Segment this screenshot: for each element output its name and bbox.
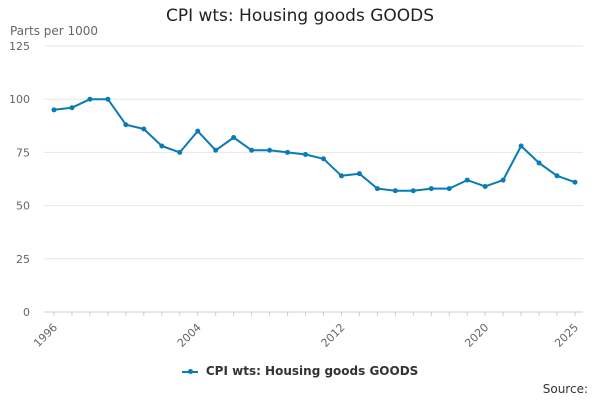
source-label: Source: (542, 382, 588, 396)
data-point (464, 177, 470, 183)
legend-swatch-icon (181, 368, 198, 374)
data-point (141, 126, 147, 132)
data-point (374, 186, 380, 192)
data-point (195, 128, 201, 134)
data-point (249, 147, 255, 153)
data-point (267, 147, 273, 153)
y-tick-label: 75 (16, 146, 30, 159)
data-point (482, 183, 488, 189)
data-point (554, 173, 560, 179)
data-point (428, 186, 434, 192)
gridlines (44, 45, 583, 260)
data-point (446, 186, 452, 192)
data-point (536, 160, 542, 166)
data-point (231, 135, 237, 141)
axes: 0 25 50 75 100 125 1996 2004 2012 2020 2025 (9, 40, 583, 350)
x-tick-label: 1996 (31, 321, 60, 350)
y-tick-label: 100 (9, 93, 30, 106)
data-point (410, 188, 416, 194)
x-tick-label: 2012 (319, 321, 348, 350)
data-point (356, 171, 362, 177)
legend[interactable]: CPI wts: Housing goods GOODS (0, 364, 600, 378)
data-point (303, 152, 309, 158)
y-tick-label: 50 (16, 200, 30, 213)
series-layer (51, 96, 578, 194)
data-point (518, 143, 524, 149)
legend-label: CPI wts: Housing goods GOODS (205, 364, 419, 378)
series-line (53, 98, 576, 192)
x-tick-label: 2004 (175, 321, 204, 350)
data-point (105, 96, 111, 102)
data-point (177, 149, 183, 155)
data-point (285, 149, 291, 155)
y-tick-label: 25 (16, 253, 30, 266)
chart-title: CPI wts: Housing goods GOODS (165, 6, 435, 26)
data-point (320, 156, 326, 162)
data-point (123, 122, 129, 128)
data-point (213, 147, 219, 153)
x-tick-label: 2020 (462, 321, 491, 350)
y-axis-label: Parts per 1000 (10, 24, 99, 38)
y-tick-label: 125 (9, 40, 30, 53)
x-tick-label: 2025 (552, 321, 581, 350)
data-point (159, 143, 165, 149)
data-point (69, 105, 75, 111)
y-tick-label: 0 (23, 306, 30, 319)
data-point (392, 188, 398, 194)
data-point (51, 107, 57, 113)
data-point (500, 177, 506, 183)
data-point (338, 173, 344, 179)
data-point (572, 179, 578, 185)
data-point (87, 96, 93, 102)
